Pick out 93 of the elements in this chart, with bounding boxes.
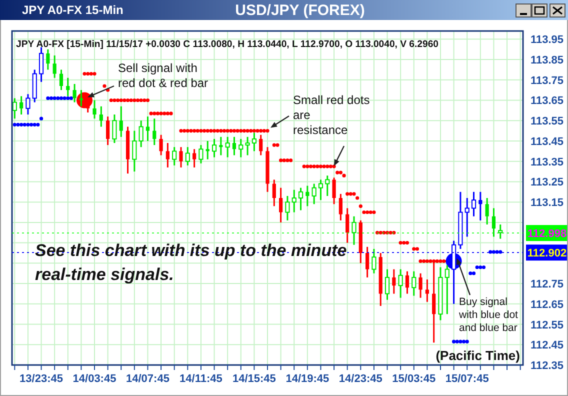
candlestick [212, 138, 217, 158]
candlestick [464, 197, 470, 238]
annotation: Sell signal with red dot & red bar [118, 61, 208, 90]
y-tick-label: 112.65 [530, 298, 564, 311]
candlestick [238, 138, 244, 158]
candlestick [225, 136, 230, 158]
ref-line-label: 112.902 [527, 248, 567, 260]
text: JPY A0-FX 15-Min [22, 3, 124, 17]
candlestick [471, 191, 476, 218]
candlestick [372, 248, 376, 274]
candlestick [159, 134, 163, 156]
candlestick [492, 207, 496, 238]
candlestick [485, 197, 489, 226]
candlestick [138, 120, 144, 148]
x-tick-label: 14/23:45 [338, 373, 382, 385]
y-tick-label: 113.35 [530, 156, 564, 168]
annotation: Buy signal with blue dot and blue bar [458, 296, 518, 334]
candlestick [346, 207, 350, 244]
candlestick [425, 278, 429, 303]
candlestick [179, 146, 183, 168]
candlestick [318, 178, 324, 201]
candlestick [59, 68, 64, 91]
candlestick [392, 268, 396, 294]
y-tick-label: 113.95 [530, 34, 564, 46]
y-tick-label: 113.55 [530, 116, 564, 128]
y-tick-label: 113.45 [530, 136, 564, 148]
candlestick [146, 116, 150, 142]
y-tick-label: 112.75 [530, 278, 564, 291]
candlestick [20, 95, 24, 116]
candlestick [99, 106, 103, 128]
annotation: See this chart with its up to the minute real-time signals. [35, 241, 347, 284]
candlestick [398, 268, 403, 299]
x-tick-label: 15/03:45 [392, 373, 436, 385]
annotation: Small red dots are resistance [293, 93, 370, 137]
y-tick-label: 112.45 [530, 340, 564, 352]
candlestick [232, 136, 236, 156]
candlestick [444, 264, 450, 315]
candlestick [245, 136, 250, 156]
chart-title: USD/JPY (FOREX) [235, 2, 365, 19]
candlestick [46, 48, 50, 70]
candlestick [498, 224, 503, 240]
candlestick [384, 268, 390, 301]
candlestick [332, 176, 336, 205]
candlestick [52, 54, 56, 79]
candlestick [79, 89, 83, 108]
candlestick [219, 136, 223, 156]
annotation: (Pacific Time) [436, 348, 520, 363]
candlestick [298, 187, 304, 211]
x-tick-label: 15/07:45 [445, 373, 489, 385]
candlestick [352, 216, 356, 246]
x-tick-label: 14/15:45 [232, 373, 276, 385]
candlestick [366, 246, 370, 278]
x-tick-label: 14/19:45 [286, 373, 330, 385]
candlestick [338, 193, 342, 222]
candlestick [172, 146, 177, 166]
text: JPY A0-FX [15-Min] 11/15/17 +0.0030 C 113.0080, H 113.0440, L 112.9700, O 113.0040, V 6.2960 [16, 39, 439, 50]
candlestick [306, 185, 310, 207]
candlestick [405, 270, 410, 294]
candlestick [198, 144, 204, 164]
candlestick [206, 140, 210, 160]
candlestick [418, 272, 422, 299]
candlestick [38, 46, 44, 83]
candlestick [152, 118, 156, 146]
candlestick [272, 178, 276, 207]
candlestick [132, 130, 137, 172]
candlestick [192, 148, 196, 168]
x-tick-label: 13/23:45 [20, 373, 63, 385]
y-tick-label: 113.75 [530, 74, 564, 87]
candlestick [92, 99, 96, 120]
y-tick-label: 113.85 [530, 54, 564, 67]
ref-line-label: 112.998 [527, 228, 567, 240]
y-tick-label: 113.25 [530, 176, 564, 189]
candlestick [292, 189, 296, 214]
candlestick [119, 106, 123, 138]
x-tick-label: 14/03:45 [72, 373, 116, 385]
candlestick [285, 195, 290, 222]
x-tick-label: 14/07:45 [126, 373, 170, 385]
y-tick-label: 113.15 [530, 197, 564, 210]
candlestick [26, 93, 30, 116]
x-tick-label: 14/11:45 [180, 373, 222, 385]
candlestick [106, 116, 110, 146]
candlestick [279, 187, 283, 224]
y-tick-label: 112.55 [530, 319, 564, 332]
candlestick [412, 270, 416, 297]
candlestick [166, 142, 170, 168]
candlestick [112, 114, 117, 144]
candlestick [312, 182, 316, 205]
candlestick [185, 146, 190, 166]
candlestick [325, 174, 330, 197]
candlestick [478, 191, 482, 222]
candlestick [259, 134, 263, 156]
y-tick-label: 113.65 [530, 95, 564, 108]
y-tick-label: 112.35 [530, 360, 564, 372]
